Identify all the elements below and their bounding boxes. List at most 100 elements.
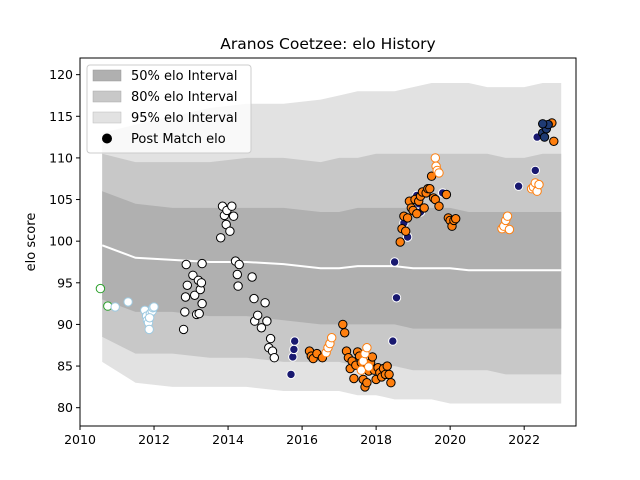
x-tick-label: 2014 — [212, 432, 244, 447]
median-lines — [101, 244, 562, 272]
match-point — [419, 203, 429, 213]
chart-title: Aranos Coetzee: elo History — [220, 35, 435, 53]
legend-label-95: 95% elo Interval — [131, 111, 238, 126]
match-point — [434, 168, 444, 178]
match-point — [196, 278, 207, 288]
match-point — [395, 237, 405, 247]
match-point — [441, 189, 452, 200]
match-point — [123, 297, 133, 307]
match-point — [149, 302, 159, 312]
median-line-white — [101, 244, 562, 272]
y-tick-label: 110 — [49, 150, 73, 165]
match-point — [216, 233, 226, 243]
x-tick-label: 2022 — [508, 432, 540, 447]
y-tick-label: 105 — [49, 192, 73, 207]
match-point — [249, 293, 259, 304]
x-tick-label: 2012 — [138, 432, 170, 447]
match-point — [144, 324, 154, 335]
match-point — [262, 316, 272, 326]
y-tick-label: 120 — [49, 67, 73, 82]
y-tick-label: 115 — [49, 109, 73, 124]
legend-box — [86, 64, 252, 154]
match-point — [95, 283, 106, 294]
plot-frame — [79, 57, 577, 427]
match-point — [534, 179, 544, 190]
legend: 50% elo Interval 80% elo Interval 95% el… — [86, 64, 252, 154]
legend-label-80: 80% elo Interval — [131, 90, 238, 105]
match-point — [234, 259, 244, 270]
match-point — [286, 369, 296, 380]
legend-swatch-95 — [92, 111, 122, 124]
match-point — [182, 280, 193, 290]
match-point — [386, 378, 396, 388]
match-point — [430, 153, 440, 163]
match-point — [256, 323, 267, 333]
match-point — [349, 373, 359, 384]
match-point — [388, 336, 398, 346]
legend-label-50: 50% elo Interval — [131, 69, 238, 84]
plot-area — [95, 83, 562, 404]
match-point — [340, 328, 350, 338]
y-axis-ticks: 80 85 90 95 100 105 110 115 120 — [49, 67, 80, 415]
legend-marker-post-match — [102, 133, 112, 144]
match-point — [253, 310, 263, 320]
match-point — [194, 308, 204, 319]
match-point — [190, 290, 200, 300]
x-tick-label: 2018 — [360, 432, 392, 447]
match-point — [530, 165, 540, 176]
match-point — [110, 302, 120, 312]
y-tick-label: 80 — [57, 400, 73, 415]
match-point — [513, 181, 524, 191]
y-tick-label: 90 — [57, 317, 73, 332]
match-point — [401, 226, 411, 236]
match-point — [384, 369, 394, 380]
match-point — [364, 362, 374, 372]
match-point — [227, 201, 237, 211]
match-point — [362, 343, 372, 353]
band-interval-50 — [102, 191, 562, 329]
match-point — [225, 226, 235, 236]
match-point — [502, 211, 513, 221]
x-tick-label: 2010 — [64, 432, 96, 447]
match-point — [269, 353, 279, 363]
y-tick-label: 100 — [49, 234, 73, 249]
y-tick-label: 95 — [57, 275, 73, 290]
match-point — [260, 298, 270, 308]
match-point — [412, 209, 422, 219]
match-point — [434, 201, 444, 211]
match-point — [232, 269, 243, 280]
match-point — [197, 298, 207, 309]
match-point — [144, 313, 155, 323]
match-point — [549, 136, 559, 147]
match-point — [539, 132, 550, 142]
match-point — [181, 259, 191, 270]
match-point — [362, 378, 372, 388]
match-point — [389, 257, 400, 267]
match-point — [178, 324, 189, 335]
match-point — [265, 333, 276, 344]
post-match-points — [95, 118, 559, 392]
match-point — [504, 224, 515, 235]
match-point — [180, 307, 190, 317]
legend-swatch-80 — [92, 90, 122, 103]
interval-bands — [102, 83, 562, 404]
match-point — [425, 184, 435, 194]
match-point — [180, 292, 191, 302]
x-tick-label: 2016 — [286, 432, 318, 447]
y-tick-label: 85 — [57, 359, 73, 374]
match-point — [338, 319, 348, 330]
match-point — [233, 281, 243, 291]
match-point — [247, 272, 257, 282]
legend-label-post-match: Post Match elo — [131, 132, 226, 147]
match-point — [451, 214, 461, 224]
x-axis-ticks: 2010 2012 2014 2016 2018 2020 2022 — [64, 426, 540, 447]
y-axis-label: elo score — [24, 213, 39, 272]
x-tick-label: 2020 — [434, 432, 466, 447]
match-point — [391, 293, 402, 303]
match-point — [289, 344, 299, 355]
match-point — [197, 258, 207, 269]
match-point — [402, 213, 413, 223]
match-point — [538, 119, 548, 129]
legend-swatch-50 — [92, 69, 122, 82]
